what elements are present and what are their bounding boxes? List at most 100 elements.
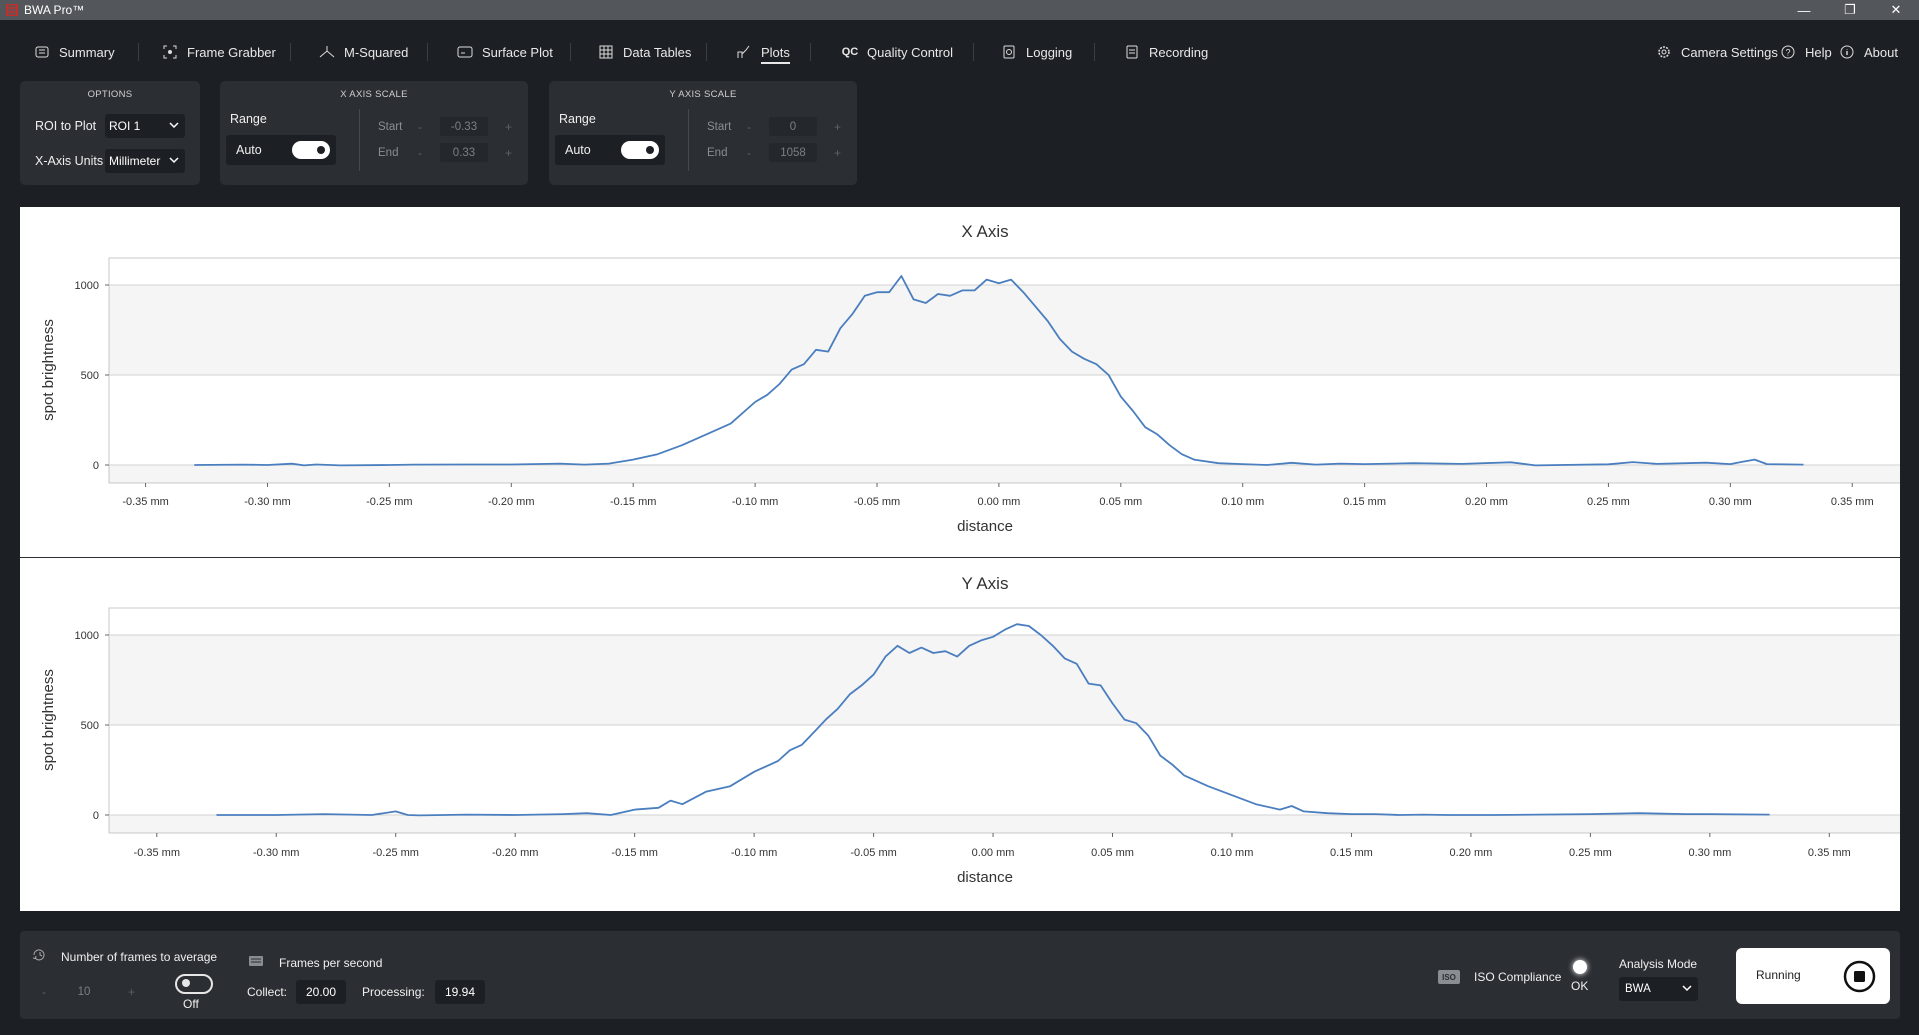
x-tick-label: -0.35 mm: [122, 496, 168, 508]
y-start-increment-button[interactable]: +: [834, 120, 842, 134]
nav-divider: [810, 43, 811, 61]
frames-average-increment-button[interactable]: +: [128, 985, 136, 999]
frames-average-toggle[interactable]: [175, 974, 213, 994]
y-end-label: End: [707, 147, 728, 159]
data-tables-icon: [598, 44, 614, 60]
x-start-increment-button[interactable]: +: [505, 120, 513, 134]
gear-icon: [1656, 44, 1672, 60]
x-tick-label: -0.30 mm: [244, 496, 290, 508]
stop-icon[interactable]: [1843, 960, 1876, 993]
grid-band: [109, 635, 1901, 725]
x-tick-label: -0.25 mm: [366, 496, 412, 508]
series-line: [216, 623, 1770, 817]
x-tick-label: -0.25 mm: [372, 847, 418, 859]
y-auto-toggle[interactable]: [621, 141, 659, 159]
x-tick-label: 0.30 mm: [1709, 496, 1752, 508]
tab-frame-grabber[interactable]: Frame Grabber: [162, 42, 276, 62]
x-tick-label: -0.30 mm: [253, 847, 299, 859]
x-tick-label: 0.00 mm: [972, 847, 1015, 859]
x-tick-label: -0.35 mm: [134, 847, 180, 859]
x-range-label: Range: [230, 112, 267, 126]
x-axis-chart-svg: 0 500 1000 -0.35 mm -0.30 mm -0.25 mm -0.20 mm…: [40, 222, 1902, 535]
collect-value: 20.00: [296, 980, 346, 1004]
title-bar: BWA Pro™ — ❐ ✕: [0, 0, 1919, 20]
grid-band: [109, 285, 1901, 375]
y-start-input[interactable]: 0: [769, 117, 817, 136]
x-end-input[interactable]: 0.33: [440, 143, 488, 162]
toggle-knob: [182, 979, 190, 987]
nav-divider: [138, 43, 139, 61]
x-end-decrement-button[interactable]: -: [418, 146, 422, 160]
y-tick-label: 0: [93, 810, 99, 822]
chevron-down-icon: [169, 157, 179, 164]
running-label: Running: [1756, 968, 1801, 982]
x-tick-label: -0.15 mm: [610, 496, 656, 508]
x-tick-label: -0.05 mm: [850, 847, 896, 859]
chart-title: Y Axis: [962, 574, 1009, 593]
m-squared-icon: [319, 44, 335, 60]
nav-divider: [570, 43, 571, 61]
x-start-decrement-button[interactable]: -: [418, 120, 422, 134]
tab-quality-control[interactable]: QC Quality Control: [841, 44, 953, 60]
collect-label: Collect:: [247, 985, 288, 999]
y-end-increment-button[interactable]: +: [834, 146, 842, 160]
nav-divider: [427, 43, 428, 61]
tab-summary[interactable]: Summary: [34, 42, 115, 62]
x-tick-label: 0.10 mm: [1211, 847, 1254, 859]
help-button[interactable]: ? Help: [1780, 42, 1832, 62]
x-auto-box: Auto: [226, 135, 336, 165]
restore-button[interactable]: ❐: [1844, 2, 1856, 17]
tab-surface-plot[interactable]: Surface Plot: [457, 42, 553, 62]
toggle-knob: [317, 146, 325, 154]
tab-m-squared[interactable]: M-Squared: [319, 42, 408, 62]
x-tick-label: -0.15 mm: [611, 847, 657, 859]
frames-average-toggle-label: Off: [183, 997, 199, 1011]
frames-average-input[interactable]: 10: [62, 982, 106, 1001]
y-auto-box: Auto: [555, 135, 665, 165]
logging-icon: [1001, 44, 1017, 60]
x-tick-label: -0.20 mm: [488, 496, 534, 508]
series-line: [194, 275, 1804, 467]
roi-select[interactable]: ROI 1: [105, 114, 185, 138]
x-end-increment-button[interactable]: +: [505, 146, 513, 160]
x-start-input[interactable]: -0.33: [440, 117, 488, 136]
x-auto-toggle[interactable]: [292, 141, 330, 159]
y-axis-plot[interactable]: 0 500 1000 -0.35 mm -0.30 mm -0.25 mm -0.20 mm…: [20, 558, 1902, 911]
surface-plot-icon: [457, 44, 473, 60]
x-start-label: Start: [378, 121, 403, 133]
y-start-decrement-button[interactable]: -: [747, 120, 751, 134]
x-tick-label: 0.15 mm: [1330, 847, 1373, 859]
x-tick-label: 0.25 mm: [1587, 496, 1630, 508]
minimize-button[interactable]: —: [1797, 2, 1811, 18]
y-axis-chart-svg: 0 500 1000 -0.35 mm -0.30 mm -0.25 mm -0.20 mm…: [40, 574, 1902, 886]
chevron-down-icon: [1682, 985, 1692, 992]
x-axis-units-select[interactable]: Millimeter: [105, 149, 185, 173]
y-end-decrement-button[interactable]: -: [747, 146, 751, 160]
processing-label: Processing:: [362, 985, 425, 999]
about-button[interactable]: About: [1839, 42, 1898, 62]
x-tick-label: -0.10 mm: [731, 847, 777, 859]
options-panel: OPTIONS ROI to Plot ROI 1 X-Axis Units M…: [20, 81, 200, 185]
tab-plots[interactable]: Plots: [736, 42, 790, 64]
grid-band: [109, 465, 1901, 483]
divider: [359, 109, 360, 171]
frame-grabber-icon: [162, 44, 178, 60]
x-axis-plot[interactable]: 0 500 1000 -0.35 mm -0.30 mm -0.25 mm -0.20 mm…: [20, 207, 1902, 557]
camera-settings-button[interactable]: Camera Settings: [1656, 42, 1778, 62]
y-range-label: Range: [559, 112, 596, 126]
tab-data-tables[interactable]: Data Tables: [598, 42, 691, 62]
frames-average-decrement-button[interactable]: -: [42, 985, 46, 999]
run-stop-control[interactable]: Running: [1736, 948, 1890, 1004]
y-axis-label: spot brightness: [40, 669, 57, 771]
x-tick-label: 0.20 mm: [1465, 496, 1508, 508]
tab-logging[interactable]: Logging: [1001, 42, 1072, 62]
analysis-mode-select[interactable]: BWA: [1619, 977, 1698, 1001]
y-tick-label: 500: [81, 720, 99, 732]
iso-status-text: OK: [1571, 979, 1589, 993]
y-end-input[interactable]: 1058: [769, 143, 817, 162]
quality-control-icon: QC: [841, 46, 859, 58]
tab-recording[interactable]: Recording: [1124, 42, 1208, 62]
y-axis-label: spot brightness: [40, 319, 57, 421]
close-button[interactable]: ✕: [1890, 2, 1902, 17]
nav-divider: [973, 43, 974, 61]
